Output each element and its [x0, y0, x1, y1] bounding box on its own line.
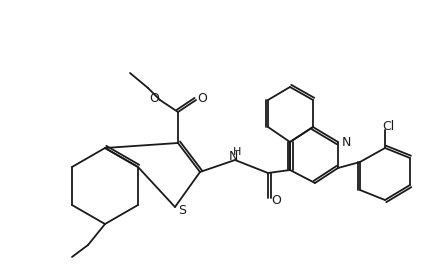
Text: N: N: [341, 135, 351, 148]
Text: O: O: [149, 92, 159, 105]
Text: H: H: [233, 147, 241, 157]
Text: O: O: [197, 92, 207, 105]
Text: O: O: [271, 195, 281, 208]
Text: N: N: [228, 149, 238, 163]
Text: S: S: [178, 205, 186, 218]
Text: Cl: Cl: [382, 120, 394, 134]
